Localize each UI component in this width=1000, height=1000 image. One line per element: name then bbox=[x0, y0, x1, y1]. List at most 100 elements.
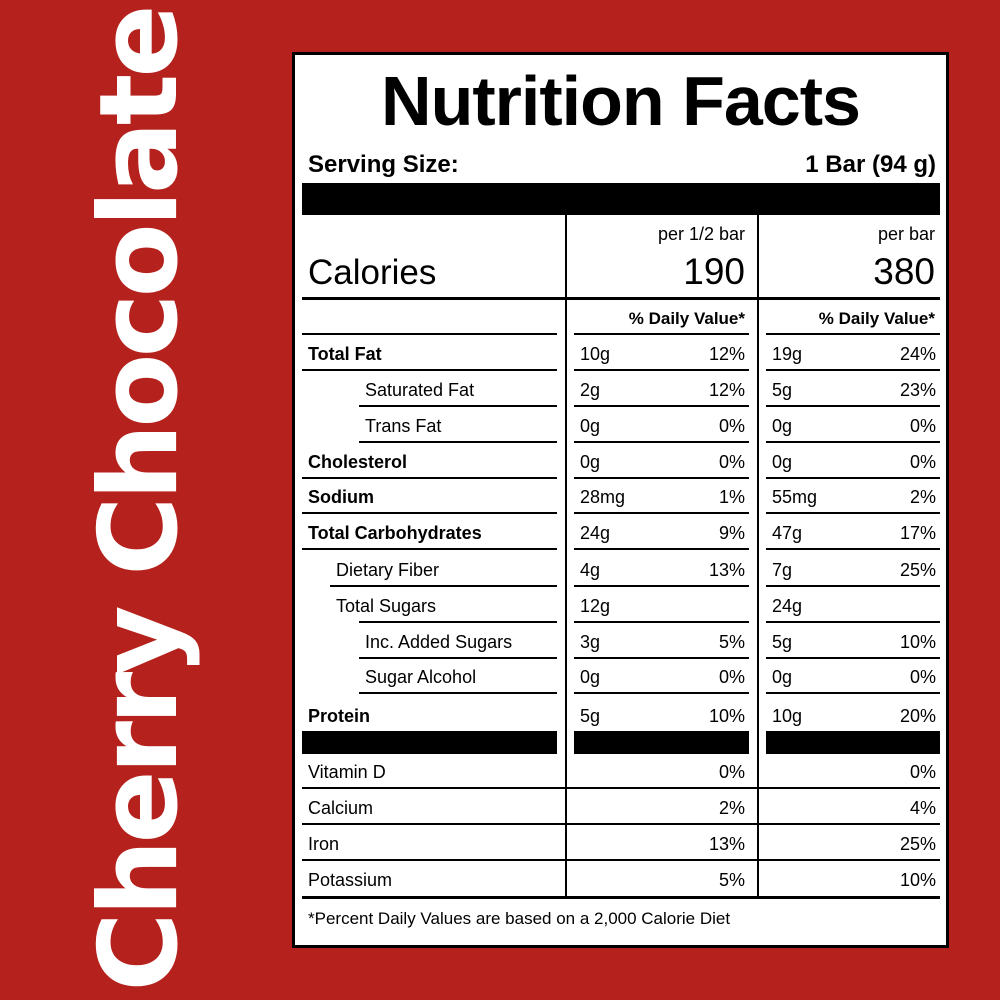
row-divider bbox=[359, 657, 557, 659]
column-1-daily-value: 0% bbox=[718, 667, 745, 687]
row-divider bbox=[766, 657, 940, 659]
column-2-amount: 0g bbox=[772, 452, 793, 472]
row-divider bbox=[574, 369, 749, 371]
column-1-amount: 5g bbox=[580, 706, 601, 726]
row-divider bbox=[766, 512, 940, 514]
column-2-daily-value: 0% bbox=[909, 762, 936, 782]
row-divider bbox=[766, 477, 940, 479]
row-divider bbox=[574, 441, 749, 443]
column-2-amount: 24g bbox=[772, 596, 803, 616]
calories-divider bbox=[302, 297, 940, 300]
column-1-daily-value: 9% bbox=[718, 523, 745, 543]
row-divider bbox=[766, 369, 940, 371]
separator-block bbox=[766, 731, 940, 754]
column-1-amount: 12g bbox=[580, 596, 611, 616]
column-2-daily-value: 10% bbox=[899, 870, 936, 890]
row-divider bbox=[359, 621, 557, 623]
column-1-daily-value: 13% bbox=[708, 560, 745, 580]
column-2-daily-value: 0% bbox=[909, 452, 936, 472]
column-divider-2 bbox=[757, 215, 759, 897]
nutrient-name: Cholesterol bbox=[308, 452, 408, 472]
row-divider bbox=[359, 405, 557, 407]
column-1-daily-value: 10% bbox=[708, 706, 745, 726]
row-divider bbox=[302, 823, 940, 825]
nutrient-name: Total Fat bbox=[308, 344, 382, 364]
column-1-daily-value: 12% bbox=[708, 344, 745, 364]
nutrient-name: Saturated Fat bbox=[365, 380, 475, 400]
row-divider bbox=[766, 548, 940, 550]
column-2-amount: 10g bbox=[772, 706, 803, 726]
column-2-daily-value: 2% bbox=[909, 487, 936, 507]
nutrition-facts-panel: Nutrition Facts Serving Size: 1 Bar (94 … bbox=[292, 52, 949, 948]
serving-size-label: Serving Size: bbox=[308, 151, 459, 178]
row-divider bbox=[302, 787, 940, 789]
vitamin-name: Calcium bbox=[308, 798, 374, 818]
column-2-amount: 0g bbox=[772, 667, 793, 687]
column-1-amount: 24g bbox=[580, 523, 611, 543]
vitamin-name: Iron bbox=[308, 834, 340, 854]
row-divider bbox=[359, 441, 557, 443]
row-divider bbox=[574, 548, 749, 550]
footnote-divider bbox=[302, 896, 940, 899]
column-1-amount: 2g bbox=[580, 380, 601, 400]
row-divider bbox=[574, 692, 749, 694]
row-divider bbox=[574, 621, 749, 623]
label-title: Nutrition Facts bbox=[381, 62, 861, 140]
column-1-daily-value: 13% bbox=[708, 834, 745, 854]
column-2-serving-label: per bar bbox=[877, 224, 935, 244]
column-2-amount: 55mg bbox=[772, 487, 818, 507]
row-divider bbox=[766, 441, 940, 443]
column-1-amount: 28mg bbox=[580, 487, 626, 507]
column-2-amount: 7g bbox=[772, 560, 793, 580]
row-divider bbox=[302, 859, 940, 861]
nutrient-name: Total Carbohydrates bbox=[308, 523, 482, 543]
separator-block bbox=[302, 731, 557, 754]
column-2-daily-value: 0% bbox=[909, 667, 936, 687]
column-2-daily-value: 4% bbox=[909, 798, 936, 818]
column-2-amount: 47g bbox=[772, 523, 803, 543]
column-2-daily-value: 17% bbox=[899, 523, 936, 543]
column-2-daily-value: 25% bbox=[899, 560, 936, 580]
nutrient-name: Protein bbox=[308, 706, 371, 726]
column-2-dv-header: % Daily Value* bbox=[818, 309, 935, 328]
column-2-daily-value: 25% bbox=[899, 834, 936, 854]
row-divider bbox=[574, 657, 749, 659]
serving-size-value: 1 Bar (94 g) bbox=[805, 151, 936, 178]
row-divider bbox=[302, 512, 557, 514]
column-1-amount: 4g bbox=[580, 560, 601, 580]
column-1-daily-value: 5% bbox=[718, 632, 745, 652]
column-1-amount: 10g bbox=[580, 344, 611, 364]
nutrient-name: Dietary Fiber bbox=[336, 560, 440, 580]
column-1-daily-value: 2% bbox=[718, 798, 745, 818]
column-1-amount: 0g bbox=[580, 667, 601, 687]
column-2-amount: 5g bbox=[772, 632, 793, 652]
row-divider bbox=[574, 477, 749, 479]
nutrient-name: Sugar Alcohol bbox=[365, 667, 477, 687]
thick-divider bbox=[302, 183, 940, 215]
row-divider bbox=[574, 585, 749, 587]
column-1-amount: 0g bbox=[580, 416, 601, 436]
column-1-calories: 190 bbox=[683, 251, 745, 292]
product-name: Cherry Chocolate bbox=[77, 8, 202, 992]
column-2-daily-value: 23% bbox=[899, 380, 936, 400]
column-1-daily-value: 5% bbox=[718, 870, 745, 890]
column-1-daily-value: 0% bbox=[718, 762, 745, 782]
row-divider bbox=[574, 512, 749, 514]
column-1-daily-value: 0% bbox=[718, 452, 745, 472]
nutrient-name: Sodium bbox=[308, 487, 374, 507]
nutrient-name: Total Sugars bbox=[336, 596, 437, 616]
column-1-amount: 0g bbox=[580, 452, 601, 472]
column-2-amount: 19g bbox=[772, 344, 803, 364]
column-2-amount: 5g bbox=[772, 380, 793, 400]
row-divider bbox=[766, 405, 940, 407]
row-divider bbox=[302, 477, 557, 479]
nutrient-name: Trans Fat bbox=[365, 416, 442, 436]
row-divider bbox=[766, 621, 940, 623]
row-divider bbox=[574, 405, 749, 407]
column-1-daily-value: 0% bbox=[718, 416, 745, 436]
column-1-daily-value: 12% bbox=[708, 380, 745, 400]
row-divider bbox=[766, 692, 940, 694]
calories-label: Calories bbox=[308, 253, 437, 292]
row-divider bbox=[330, 585, 557, 587]
column-2-daily-value: 0% bbox=[909, 416, 936, 436]
